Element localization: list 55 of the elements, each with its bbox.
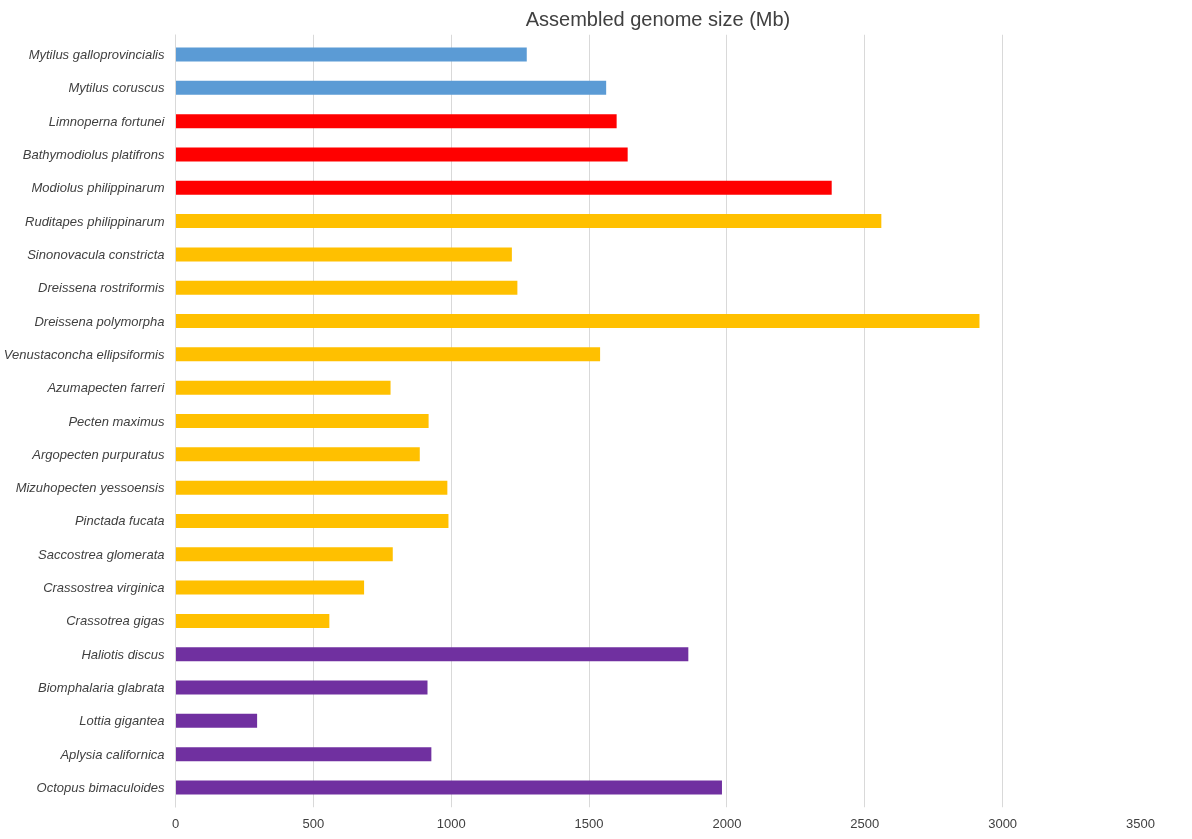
y-tick-label: Mytilus coruscus [68, 80, 165, 96]
y-tick-label: Venustaconcha ellipsiformis [3, 346, 165, 362]
y-tick-label: Azumapecten farreri [46, 380, 166, 396]
y-tick-label: Dreissena rostriformis [38, 280, 165, 296]
bar [175, 680, 428, 695]
bar [175, 280, 518, 295]
bar [175, 414, 429, 428]
x-tick-label: 1000 [436, 815, 466, 831]
bar [175, 713, 258, 728]
y-tick-label: Aplysia californica [59, 746, 165, 762]
x-tick-label: 0 [171, 815, 180, 831]
bar [175, 247, 512, 262]
y-tick-label: Crassostrea virginica [43, 580, 165, 596]
x-tick-label: 500 [302, 815, 325, 831]
y-tick-label: Mizuhopecten yessoensis [15, 480, 165, 496]
bar [175, 447, 420, 462]
y-tick-label: Lottia gigantea [79, 713, 165, 729]
bar [175, 380, 391, 395]
y-tick-label: Pinctada fucata [74, 513, 165, 529]
bar [175, 747, 432, 762]
y-tick-label: Pecten maximus [68, 413, 165, 429]
y-tick-label: Crassotrea gigas [66, 613, 165, 629]
bar [175, 547, 393, 562]
y-tick-label: Biomphalaria glabrata [38, 680, 165, 696]
y-tick-label: Mytilus galloprovincialis [28, 46, 165, 62]
x-tick-label: 1500 [574, 815, 604, 831]
y-tick-label: Bathymodiolus platifrons [22, 146, 165, 162]
bar [175, 613, 330, 628]
bar [175, 347, 601, 362]
bar [175, 47, 527, 62]
y-tick-label: Sinonovacula constricta [27, 246, 165, 262]
bar [175, 80, 607, 95]
y-tick-label: Octopus bimaculoides [36, 780, 165, 796]
y-tick-label: Modiolus philippinarum [31, 180, 165, 196]
bar [175, 480, 448, 495]
x-tick-label: 3500 [1126, 815, 1155, 831]
bar [175, 314, 980, 329]
x-tick-label: 2500 [850, 815, 880, 831]
y-tick-label: Dreissena polymorpha [34, 313, 165, 329]
bar [175, 147, 628, 162]
bar [175, 780, 722, 795]
y-tick-label: Limnoperna fortunei [48, 113, 166, 129]
chart-title: Assembled genome size (Mb) [525, 7, 791, 30]
bar [175, 114, 617, 129]
y-tick-label: Ruditapes philippinarum [25, 213, 165, 229]
x-tick-label: 2000 [712, 815, 742, 831]
bar [175, 214, 882, 229]
bar [175, 647, 689, 662]
bar [175, 513, 449, 528]
bar [175, 180, 832, 195]
y-tick-label: Haliotis discus [81, 646, 165, 662]
y-tick-label: Saccostrea glomerata [38, 546, 165, 562]
y-tick-label: Argopecten purpuratus [31, 446, 165, 462]
x-tick-label: 3000 [988, 815, 1018, 831]
bar [175, 580, 365, 595]
